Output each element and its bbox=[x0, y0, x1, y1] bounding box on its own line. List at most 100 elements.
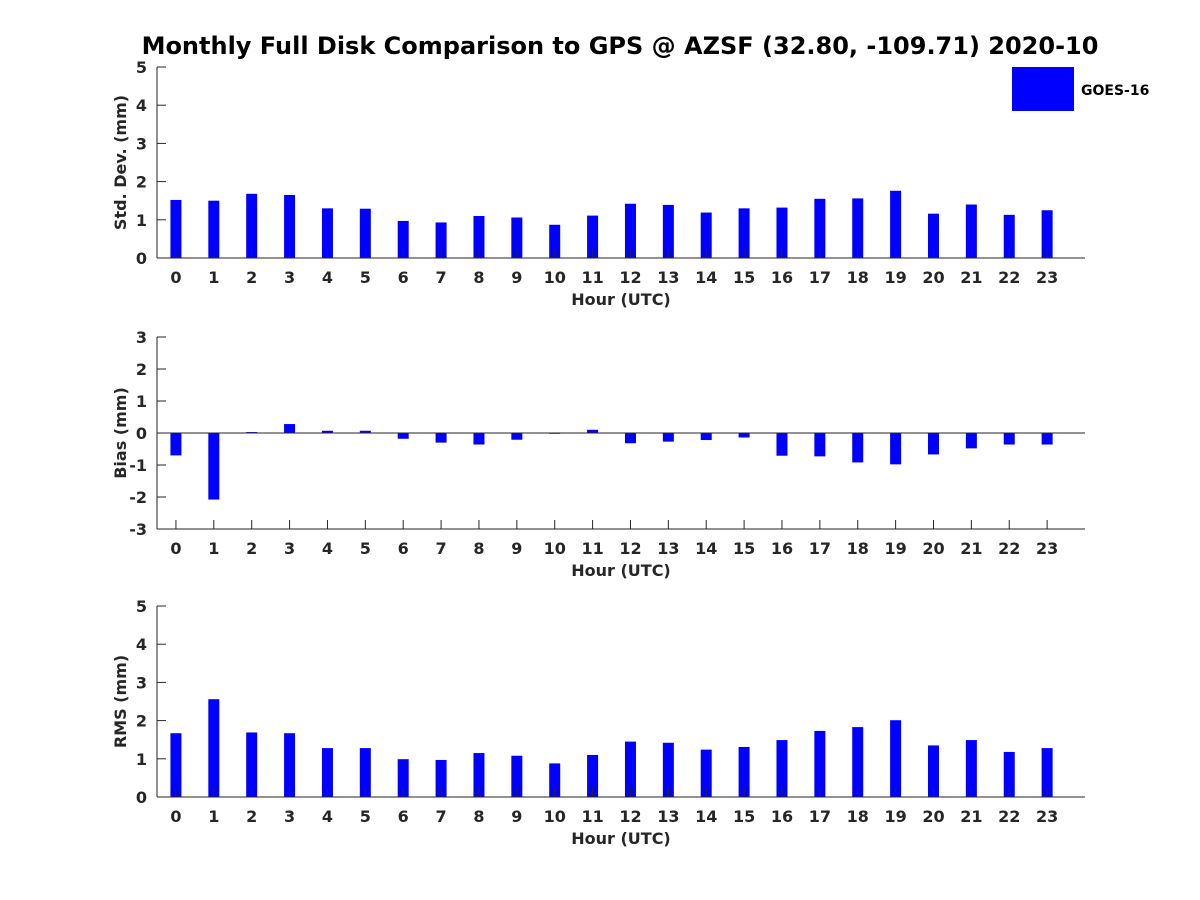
y-tick-label: 5 bbox=[136, 597, 147, 616]
x-tick-label: 19 bbox=[884, 807, 906, 826]
y-tick-label: 1 bbox=[136, 392, 147, 411]
bar bbox=[738, 208, 750, 258]
bar bbox=[776, 433, 788, 456]
x-tick-label: 8 bbox=[473, 539, 484, 558]
x-tick-label: 22 bbox=[998, 807, 1020, 826]
bar bbox=[1003, 214, 1015, 258]
bar bbox=[1041, 748, 1053, 797]
x-tick-label: 2 bbox=[246, 539, 257, 558]
x-tick-label: 12 bbox=[619, 268, 641, 287]
x-tick-label: 3 bbox=[284, 807, 295, 826]
bar bbox=[927, 213, 939, 258]
bar bbox=[890, 433, 902, 465]
x-tick-label: 20 bbox=[922, 807, 944, 826]
bar bbox=[473, 215, 485, 258]
x-tick-label: 17 bbox=[809, 268, 831, 287]
y-tick-label: 4 bbox=[136, 96, 147, 115]
bar bbox=[852, 727, 864, 797]
bar bbox=[170, 199, 182, 258]
x-tick-label: 13 bbox=[657, 539, 679, 558]
x-tick-label: 6 bbox=[398, 268, 409, 287]
x-tick-label: 20 bbox=[922, 268, 944, 287]
y-tick-label: 0 bbox=[136, 424, 147, 443]
bar bbox=[738, 433, 750, 438]
x-tick-label: 4 bbox=[322, 268, 333, 287]
x-tick-label: 0 bbox=[170, 268, 181, 287]
bar bbox=[473, 433, 485, 445]
bar bbox=[662, 433, 674, 442]
y-tick-label: 0 bbox=[136, 249, 147, 268]
bar bbox=[473, 753, 485, 797]
bar bbox=[1041, 210, 1053, 258]
bar bbox=[359, 748, 371, 797]
bar bbox=[1003, 751, 1015, 797]
x-tick-label: 10 bbox=[544, 539, 566, 558]
bar bbox=[927, 433, 939, 455]
bar bbox=[587, 754, 599, 797]
x-tick-label: 8 bbox=[473, 268, 484, 287]
bar bbox=[284, 424, 296, 433]
x-tick-label: 13 bbox=[657, 268, 679, 287]
y-tick-label: 3 bbox=[136, 328, 147, 347]
bar bbox=[776, 207, 788, 258]
bar bbox=[587, 215, 599, 258]
x-tick-label: 3 bbox=[284, 268, 295, 287]
bar bbox=[208, 433, 220, 500]
x-tick-label: 11 bbox=[581, 539, 603, 558]
bar bbox=[208, 200, 220, 258]
y-tick-label: 4 bbox=[136, 635, 147, 654]
bar bbox=[397, 433, 409, 439]
x-tick-label: 19 bbox=[884, 539, 906, 558]
bar bbox=[397, 220, 409, 258]
y-tick-label: -1 bbox=[129, 456, 147, 475]
x-tick-label: 21 bbox=[960, 268, 982, 287]
x-tick-label: 12 bbox=[619, 807, 641, 826]
x-tick-label: 20 bbox=[922, 539, 944, 558]
x-tick-label: 4 bbox=[322, 539, 333, 558]
bar bbox=[246, 732, 258, 797]
x-tick-label: 0 bbox=[170, 539, 181, 558]
bar bbox=[511, 755, 523, 797]
bar bbox=[852, 433, 864, 463]
x-tick-label: 23 bbox=[1036, 539, 1058, 558]
bar bbox=[246, 193, 258, 258]
bar bbox=[624, 741, 636, 797]
bar bbox=[587, 429, 599, 433]
x-tick-label: 16 bbox=[771, 807, 793, 826]
x-tick-label: 5 bbox=[360, 807, 371, 826]
bar bbox=[965, 433, 977, 449]
bar bbox=[927, 745, 939, 797]
x-tick-label: 9 bbox=[511, 807, 522, 826]
bar bbox=[549, 763, 561, 797]
bar bbox=[662, 204, 674, 258]
x-tick-label: 2 bbox=[246, 268, 257, 287]
x-tick-label: 17 bbox=[809, 539, 831, 558]
y-axis-label: Std. Dev. (mm) bbox=[111, 95, 130, 230]
x-tick-label: 12 bbox=[619, 539, 641, 558]
bar bbox=[700, 749, 712, 797]
chart-title: Monthly Full Disk Comparison to GPS @ AZ… bbox=[142, 32, 1099, 60]
y-tick-label: 1 bbox=[136, 750, 147, 769]
bar bbox=[890, 190, 902, 258]
y-tick-label: 1 bbox=[136, 211, 147, 230]
y-tick-label: -2 bbox=[129, 488, 147, 507]
x-axis-label: Hour (UTC) bbox=[571, 561, 671, 580]
bar bbox=[814, 433, 826, 457]
x-tick-label: 21 bbox=[960, 807, 982, 826]
bar bbox=[814, 198, 826, 258]
bar bbox=[814, 730, 826, 797]
x-tick-label: 23 bbox=[1036, 268, 1058, 287]
x-tick-label: 14 bbox=[695, 539, 717, 558]
bar bbox=[359, 208, 371, 258]
bar bbox=[1041, 433, 1053, 445]
x-tick-label: 11 bbox=[581, 807, 603, 826]
x-tick-label: 4 bbox=[322, 807, 333, 826]
x-tick-label: 15 bbox=[733, 268, 755, 287]
y-tick-label: -3 bbox=[129, 520, 147, 539]
x-tick-label: 10 bbox=[544, 807, 566, 826]
bar bbox=[965, 204, 977, 258]
